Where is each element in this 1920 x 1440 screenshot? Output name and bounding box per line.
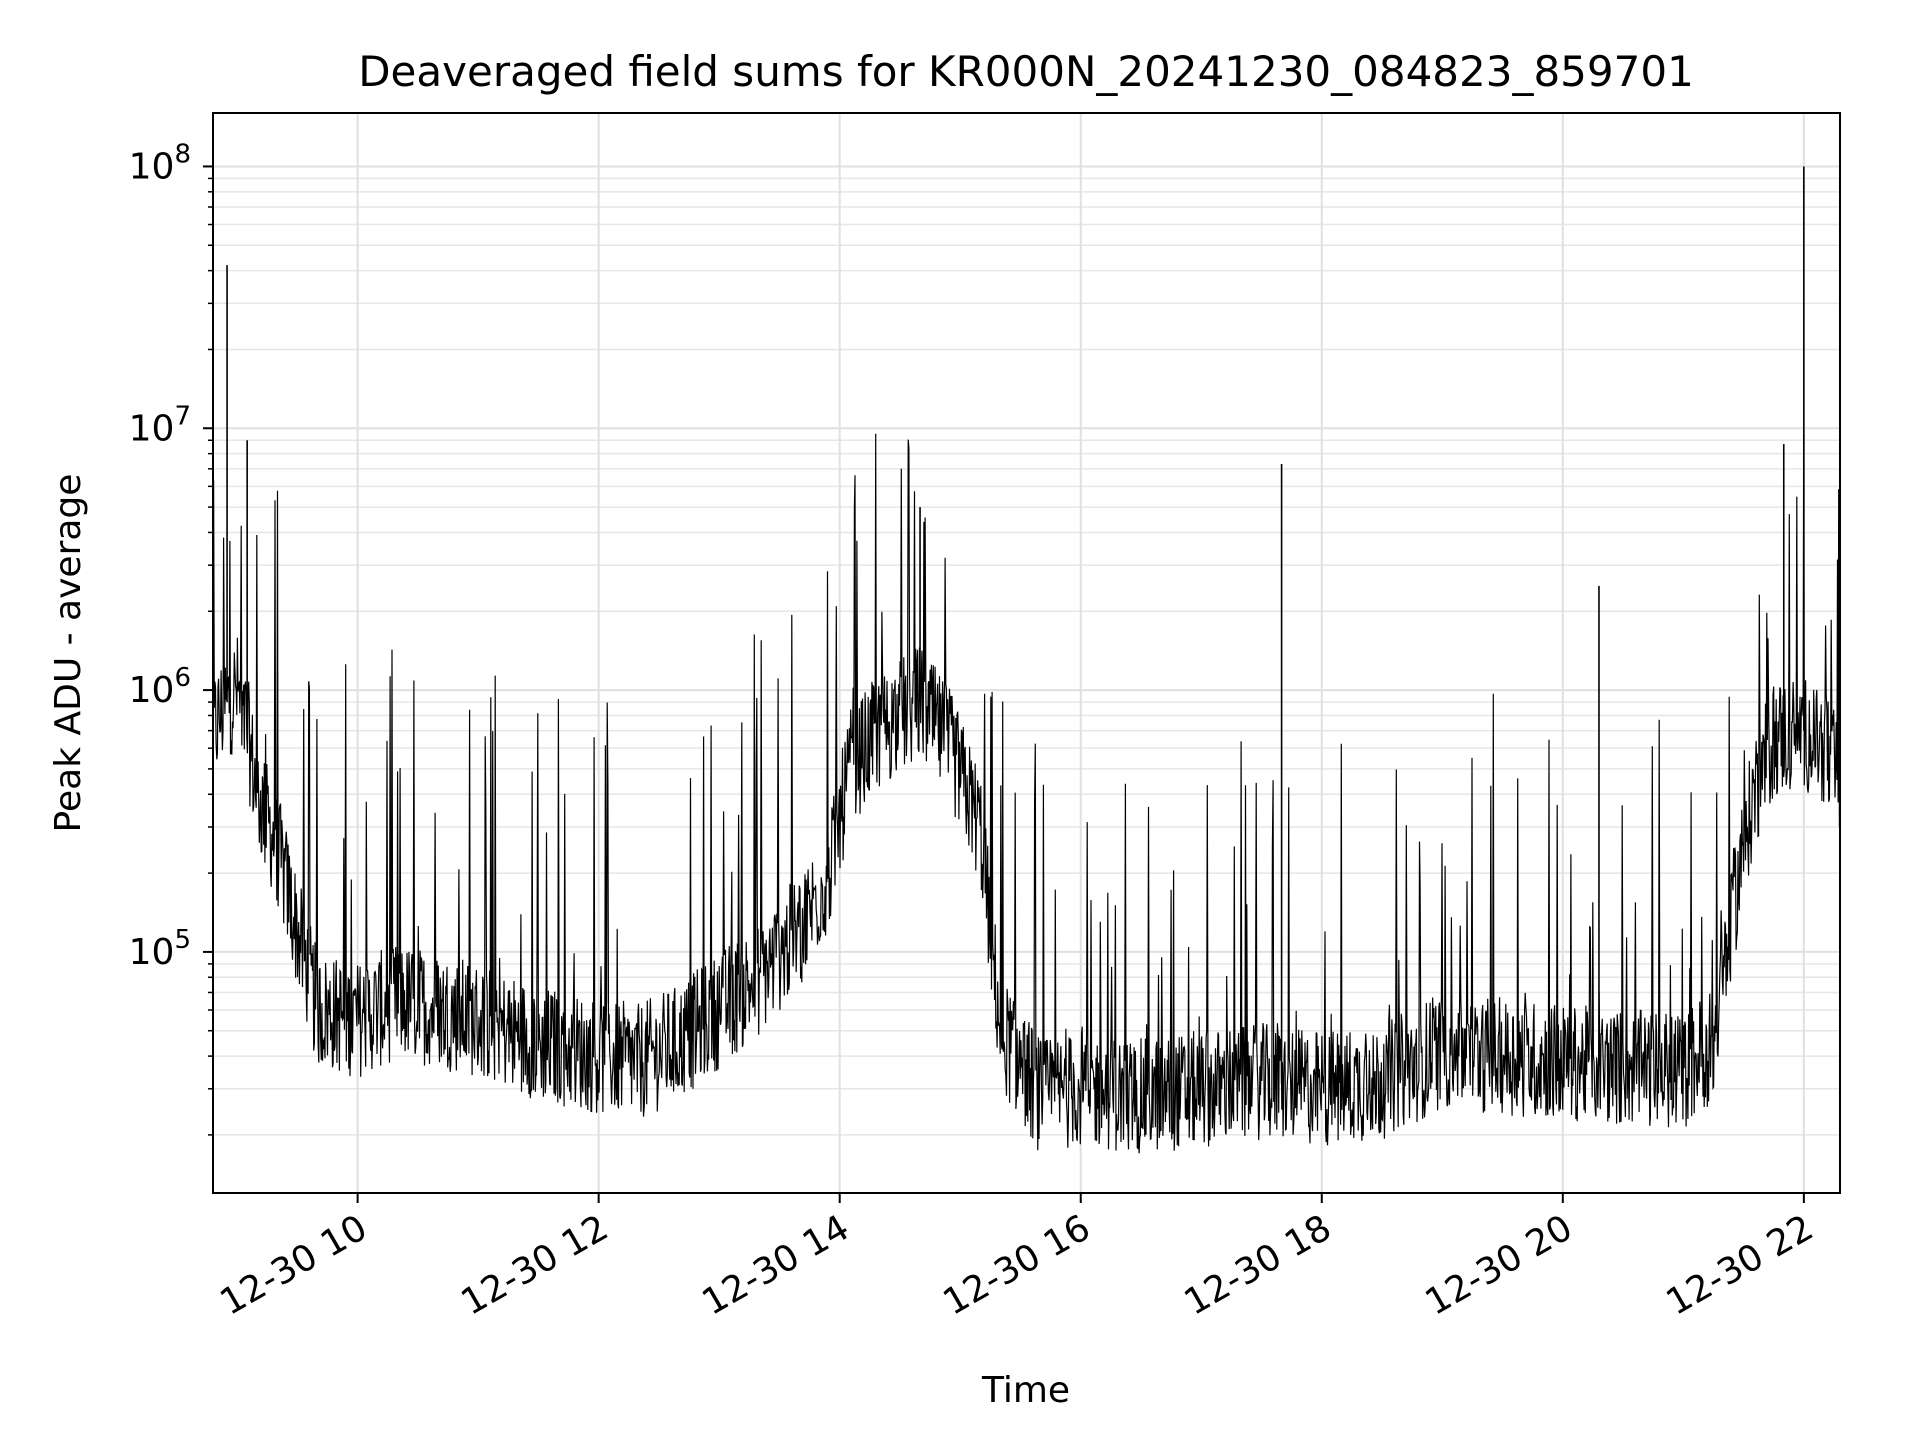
y-tick-label: 105 bbox=[129, 925, 191, 973]
y-tick-exponent: 8 bbox=[174, 139, 191, 169]
y-tick-label: 108 bbox=[129, 139, 191, 187]
chart-title: Deaveraged field sums for KR000N_2024123… bbox=[358, 47, 1694, 96]
y-tick-exponent: 6 bbox=[174, 663, 191, 693]
data-line bbox=[212, 166, 1841, 1154]
plot-frame bbox=[212, 112, 1841, 1194]
series-line bbox=[212, 433, 1841, 1154]
y-tick-label: 106 bbox=[129, 663, 191, 711]
x-axis-label: Time bbox=[981, 1370, 1070, 1411]
y-tick-label: 107 bbox=[129, 401, 191, 449]
y-tick-base: 10 bbox=[129, 146, 175, 187]
y-tick-base: 10 bbox=[129, 932, 175, 973]
y-tick-base: 10 bbox=[129, 670, 175, 711]
y-axis-label: Peak ADU - average bbox=[48, 474, 89, 833]
y-tick-base: 10 bbox=[129, 408, 175, 449]
y-tick-exponent: 5 bbox=[174, 925, 191, 955]
y-tick-exponent: 7 bbox=[174, 401, 191, 431]
